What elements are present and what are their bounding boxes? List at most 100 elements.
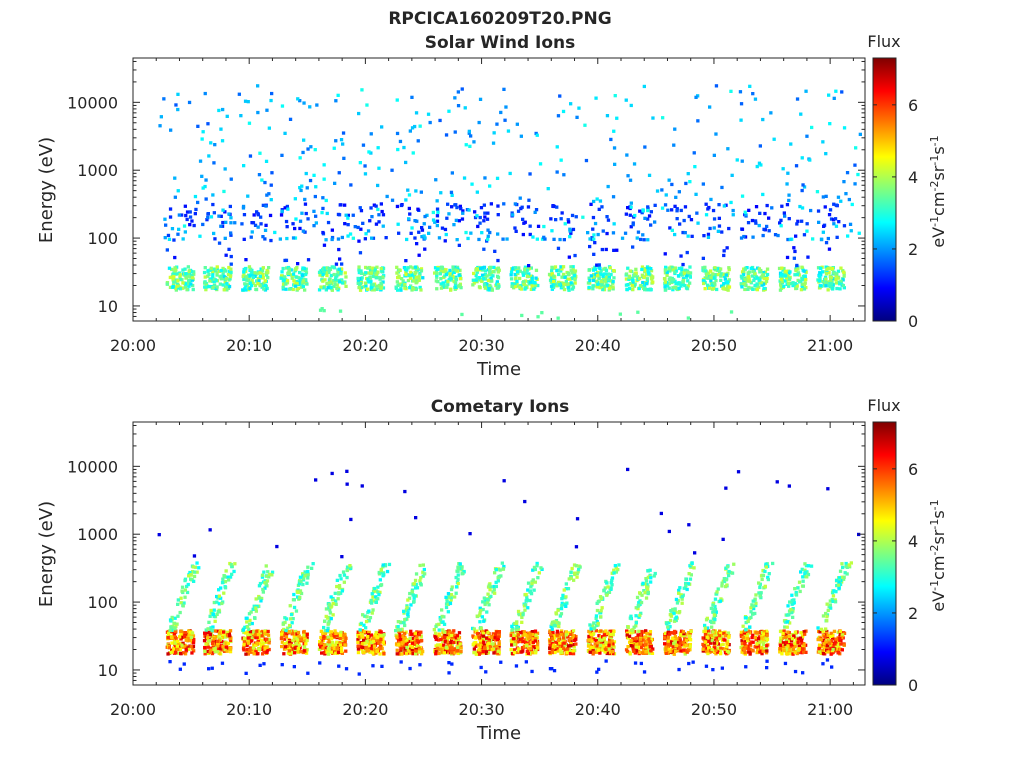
- heatmap-cell: [808, 158, 812, 162]
- heatmap-cell: [561, 272, 566, 277]
- heatmap-cell: [381, 571, 386, 575]
- heatmap-cell: [328, 277, 332, 281]
- heatmap-cell: [517, 613, 522, 617]
- heatmap-cell: [679, 254, 683, 258]
- heatmap-cell: [178, 610, 182, 615]
- heatmap-cell: [635, 275, 640, 279]
- heatmap-cell: [686, 234, 690, 238]
- heatmap-cell: [778, 288, 783, 292]
- heatmap-cell: [418, 124, 422, 128]
- heatmap-cell: [207, 633, 211, 637]
- heatmap-cell: [322, 643, 327, 647]
- heatmap-cell: [170, 227, 175, 231]
- heatmap-cell: [567, 273, 571, 277]
- heatmap-cell: [327, 281, 331, 285]
- heatmap-cell: [439, 647, 443, 652]
- heatmap-cell: [758, 211, 762, 215]
- heatmap-cell: [561, 636, 566, 640]
- heatmap-cell: [562, 287, 567, 292]
- heatmap-cell: [456, 637, 460, 642]
- heatmap-cell: [176, 286, 180, 290]
- heatmap-cell: [189, 635, 193, 639]
- heatmap-cell: [178, 273, 182, 277]
- heatmap-cell: [779, 277, 783, 282]
- heatmap-cell: [726, 147, 730, 151]
- heatmap-cell: [563, 282, 567, 287]
- heatmap-cell: [800, 284, 805, 288]
- heatmap-cell: [180, 585, 185, 589]
- heatmap-cell: [489, 202, 493, 206]
- heatmap-cell: [280, 632, 284, 636]
- heatmap-cell: [485, 636, 489, 640]
- heatmap-cell: [624, 212, 628, 216]
- heatmap-cell: [406, 610, 410, 614]
- heatmap-cell: [439, 269, 443, 273]
- heatmap-cell: [562, 238, 566, 242]
- heatmap-cell: [181, 604, 185, 608]
- heatmap-cell: [295, 281, 299, 286]
- heatmap-cell: [248, 154, 253, 158]
- y-tick-label: 1000: [77, 161, 118, 180]
- heatmap-cell: [486, 228, 490, 232]
- heatmap-cell: [455, 205, 459, 210]
- heatmap-cell: [454, 575, 458, 580]
- heatmap-cell: [395, 271, 399, 275]
- heatmap-cell: [523, 638, 527, 642]
- heatmap-cell: [601, 276, 606, 281]
- heatmap-cell: [287, 267, 292, 271]
- heatmap-cell: [821, 279, 825, 284]
- heatmap-cell: [570, 282, 574, 287]
- heatmap-cell: [369, 633, 374, 637]
- heatmap-cell: [520, 650, 524, 654]
- heatmap-cell: [561, 265, 566, 269]
- heatmap-cell: [474, 652, 478, 656]
- heatmap-cell: [488, 269, 492, 273]
- heatmap-cell: [372, 646, 376, 651]
- heatmap-cell: [611, 633, 615, 637]
- heatmap-cell: [569, 644, 573, 648]
- heatmap-cell: [706, 283, 710, 287]
- heatmap-cell: [184, 638, 188, 642]
- heatmap-cell: [663, 252, 667, 256]
- heatmap-cell: [472, 271, 476, 276]
- heatmap-cell: [181, 281, 185, 285]
- heatmap-cell: [229, 216, 233, 220]
- heatmap-cell: [206, 216, 210, 220]
- heatmap-cell: [304, 272, 308, 277]
- heatmap-cell: [280, 270, 284, 274]
- heatmap-cell: [170, 650, 174, 654]
- heatmap-cell: [390, 198, 395, 202]
- heatmap-cell: [596, 274, 600, 278]
- heatmap-cell: [602, 633, 606, 637]
- heatmap-cell: [573, 276, 577, 280]
- heatmap-cell: [552, 636, 556, 640]
- heatmap-cell: [249, 235, 253, 239]
- heatmap-cell: [745, 266, 749, 270]
- heatmap-cell: [528, 598, 532, 603]
- heatmap-cell: [253, 274, 257, 278]
- heatmap-cell: [491, 274, 495, 278]
- heatmap-cell: [210, 269, 215, 274]
- heatmap-cell: [419, 190, 423, 194]
- heatmap-cell: [407, 206, 411, 211]
- heatmap-cell: [570, 287, 575, 291]
- heatmap-cell: [330, 646, 334, 650]
- heatmap-cell: [324, 288, 328, 292]
- heatmap-cell: [588, 645, 592, 650]
- heatmap-cell: [742, 282, 746, 287]
- heatmap-cell: [412, 599, 416, 603]
- heatmap-cell: [600, 648, 604, 652]
- heatmap-cell: [334, 602, 338, 606]
- heatmap-cell: [525, 634, 529, 638]
- heatmap-cell: [662, 277, 667, 281]
- heatmap-cell: [279, 213, 284, 217]
- heatmap-cell: [168, 285, 173, 289]
- heatmap-cell: [527, 264, 531, 268]
- heatmap-cell: [363, 614, 367, 618]
- heatmap-cell: [181, 641, 185, 645]
- heatmap-cell: [722, 272, 726, 277]
- heatmap-cell: [356, 640, 360, 644]
- heatmap-cell: [178, 635, 182, 639]
- heatmap-cell: [438, 272, 442, 276]
- heatmap-cell: [432, 628, 436, 632]
